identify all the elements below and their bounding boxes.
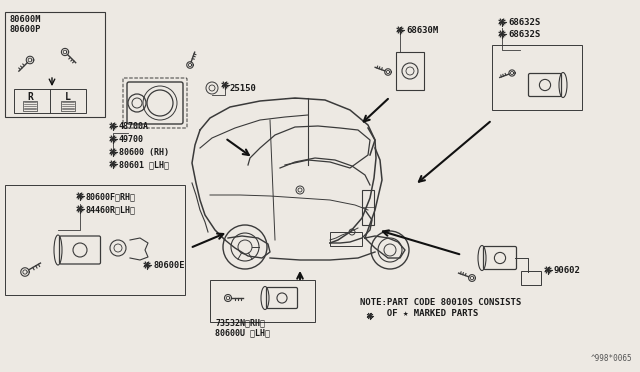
- Text: 90602: 90602: [554, 266, 581, 275]
- Text: 80600P: 80600P: [10, 25, 42, 34]
- Bar: [5, 12, 105, 117]
- Text: OF ★ MARKED PARTS: OF ★ MARKED PARTS: [360, 309, 478, 318]
- Text: 80600E: 80600E: [153, 261, 184, 270]
- Text: 80601 〈LH〉: 80601 〈LH〉: [119, 160, 169, 169]
- Text: 49700: 49700: [119, 135, 144, 144]
- Text: 80600F〈RH〉: 80600F〈RH〉: [86, 192, 136, 201]
- Bar: [362, 190, 374, 225]
- Text: 80600 (RH): 80600 (RH): [119, 148, 169, 157]
- Text: 73532N〈RH〉: 73532N〈RH〉: [215, 318, 265, 327]
- Bar: [330, 232, 362, 246]
- Text: 68630M: 68630M: [406, 26, 438, 35]
- Text: 80600M: 80600M: [10, 15, 42, 24]
- Text: 68632S: 68632S: [508, 30, 540, 39]
- Bar: [396, 52, 424, 90]
- Bar: [5, 185, 185, 295]
- Text: 68632S: 68632S: [508, 18, 540, 27]
- Text: 80600U 〈LH〉: 80600U 〈LH〉: [215, 328, 270, 337]
- Bar: [61, 101, 75, 111]
- Text: R: R: [27, 92, 33, 102]
- Bar: [492, 45, 582, 110]
- Text: NOTE:PART CODE 80010S CONSISTS: NOTE:PART CODE 80010S CONSISTS: [360, 298, 521, 307]
- Bar: [14, 89, 86, 113]
- Text: L: L: [65, 92, 71, 102]
- Text: ^998*0065: ^998*0065: [590, 354, 632, 363]
- Bar: [23, 101, 37, 111]
- Bar: [521, 271, 541, 285]
- Text: 48700A: 48700A: [119, 122, 149, 131]
- Bar: [210, 280, 315, 322]
- Text: 84460R〈LH〉: 84460R〈LH〉: [86, 205, 136, 214]
- Text: 25150: 25150: [230, 83, 257, 93]
